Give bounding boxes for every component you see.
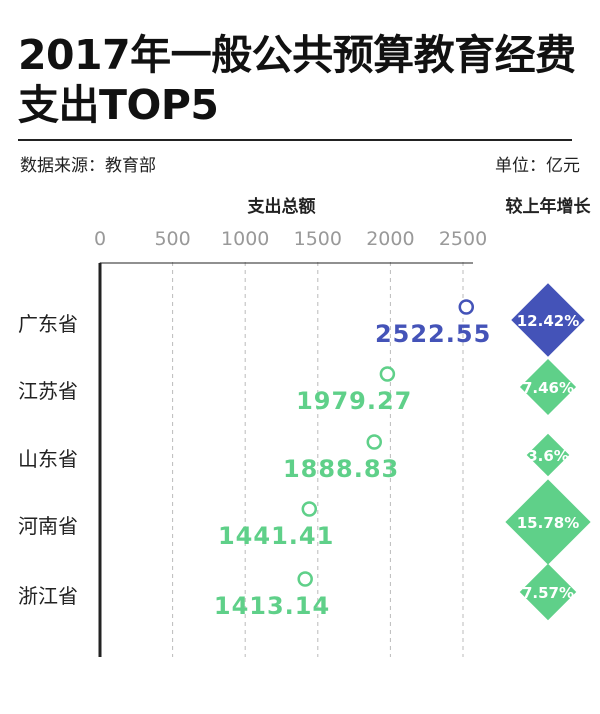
lollipop-marker [366, 434, 383, 450]
growth-diamond [519, 358, 577, 416]
x-tick-label: 0 [94, 228, 106, 250]
growth-diamond [505, 479, 591, 565]
y-category-label: 江苏省 [18, 379, 78, 403]
growth-label: 15.78% [517, 514, 579, 532]
x-tick-label: 1500 [294, 228, 342, 250]
x-tick-label: 2000 [366, 228, 414, 250]
value-label: 1441.41 [218, 522, 334, 550]
x-tick-label: 1000 [221, 228, 269, 250]
growth-label: 12.42% [517, 312, 579, 330]
growth-label: 7.57% [522, 584, 574, 602]
growth-diamond [526, 433, 570, 477]
x-tick-label: 500 [154, 228, 190, 250]
growth-label: 3.6% [527, 447, 569, 465]
y-category-label: 山东省 [18, 447, 78, 471]
lollipop-marker [297, 571, 313, 587]
growth-diamond [519, 563, 577, 621]
growth-axis-title: 较上年增长 [506, 196, 592, 217]
y-category-label: 广东省 [18, 312, 78, 336]
data-source: 数据来源：教育部 [20, 156, 156, 176]
lollipop-marker [301, 501, 318, 517]
unit-label: 单位：亿元 [495, 156, 580, 176]
growth-diamond [511, 283, 585, 357]
y-category-label: 河南省 [18, 514, 78, 538]
y-category-label: 浙江省 [18, 584, 78, 608]
x-tick-label: 2500 [439, 228, 487, 250]
value-label: 1888.83 [283, 455, 399, 483]
lollipop-marker [458, 299, 475, 315]
lollipop-marker [379, 366, 396, 382]
growth-label: 7.46% [522, 379, 574, 397]
value-label: 2522.55 [375, 320, 491, 348]
title-divider [18, 139, 572, 141]
value-label: 1413.14 [214, 592, 330, 620]
page-title: 2017年一般公共预算教育经费支出TOP5 [18, 31, 576, 129]
x-axis-title: 支出总额 [248, 196, 316, 217]
value-label: 1979.27 [296, 387, 412, 415]
